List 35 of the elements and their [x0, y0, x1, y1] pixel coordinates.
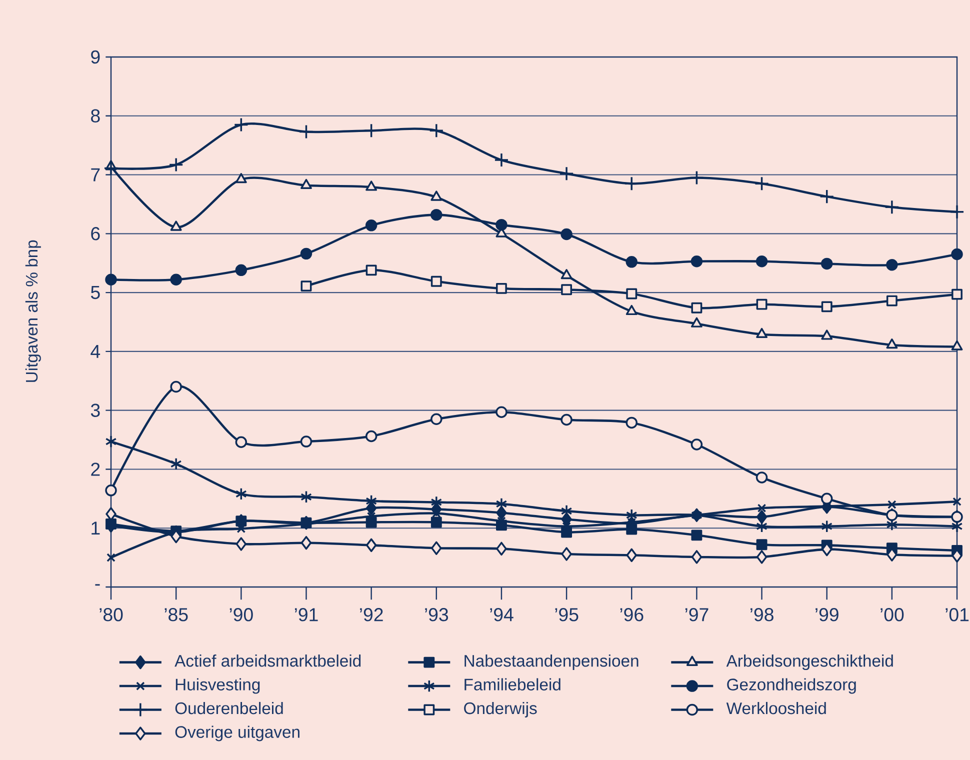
y-tick-label: 2 [91, 462, 100, 476]
y-tick-label: 6 [91, 227, 100, 240]
legend-label: Overige uitgaven [175, 726, 300, 742]
x-tick-label: ’99 [816, 608, 838, 622]
legend-label: Nabestaandenpensioen [464, 654, 638, 670]
x-tick-label: ’96 [620, 608, 644, 622]
legend-label: Arbeidsongeschiktheid [726, 654, 893, 670]
legend-label: Huisvesting [176, 678, 260, 694]
y-tick-label: 4 [90, 345, 100, 358]
x-tick-label: ’94 [490, 608, 514, 622]
x-tick-label: ’97 [685, 608, 708, 622]
y-axis-title: Uitgaven als % bnp [25, 240, 41, 382]
x-tick-label: ’92 [360, 608, 383, 622]
x-tick-label: ’85 [164, 608, 188, 622]
y-tick-label: 9 [91, 50, 100, 64]
x-tick-label: ’93 [425, 608, 448, 622]
x-tick-label: ’91 [294, 608, 318, 622]
y-tick-label: - [95, 584, 100, 586]
x-tick-label: ’80 [100, 608, 123, 622]
x-tick-label: ’98 [750, 608, 774, 622]
legend-label: Familiebeleid [464, 678, 560, 690]
legend-label: Actief arbeidsmarktbeleid [174, 654, 361, 667]
y-tick-label: 7 [91, 168, 100, 182]
legend-label: Ouderenbeleid [175, 702, 283, 714]
y-tick-label: 5 [90, 286, 100, 300]
x-tick-label: ’95 [555, 608, 578, 622]
x-tick-label: ’01 [946, 608, 969, 622]
x-tick-label: ’00 [880, 608, 904, 622]
y-tick-label: 1 [92, 522, 100, 535]
x-tick-label: ’90 [230, 608, 253, 622]
legend-label: Werkloosheid [726, 702, 826, 714]
legend-label: Onderwijs [464, 702, 537, 718]
legend-label: Gezondheidszorg [727, 678, 856, 694]
y-tick-label: 3 [90, 404, 100, 417]
y-tick-label: 8 [91, 109, 100, 122]
